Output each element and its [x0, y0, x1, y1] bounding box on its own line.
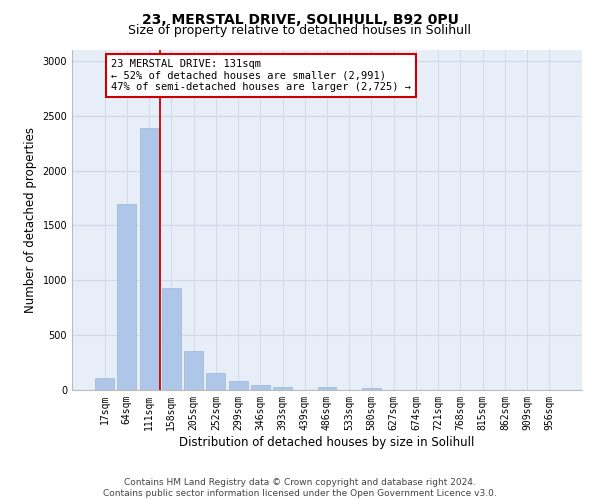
Bar	[251, 384, 270, 390]
Text: Contains HM Land Registry data © Crown copyright and database right 2024.
Contai: Contains HM Land Registry data © Crown c…	[103, 478, 497, 498]
Bar	[273, 386, 292, 390]
Text: 23 MERSTAL DRIVE: 131sqm
← 52% of detached houses are smaller (2,991)
47% of sem: 23 MERSTAL DRIVE: 131sqm ← 52% of detach…	[111, 59, 411, 92]
Bar	[118, 204, 136, 390]
Text: Size of property relative to detached houses in Solihull: Size of property relative to detached ho…	[128, 24, 472, 37]
Y-axis label: Number of detached properties: Number of detached properties	[24, 127, 37, 313]
X-axis label: Distribution of detached houses by size in Solihull: Distribution of detached houses by size …	[179, 436, 475, 448]
Bar	[162, 288, 181, 390]
Bar	[95, 378, 114, 390]
Bar	[140, 128, 158, 390]
Bar	[184, 350, 203, 390]
Text: 23, MERSTAL DRIVE, SOLIHULL, B92 0PU: 23, MERSTAL DRIVE, SOLIHULL, B92 0PU	[142, 12, 458, 26]
Bar	[229, 381, 248, 390]
Bar	[362, 388, 381, 390]
Bar	[317, 386, 337, 390]
Bar	[206, 373, 225, 390]
